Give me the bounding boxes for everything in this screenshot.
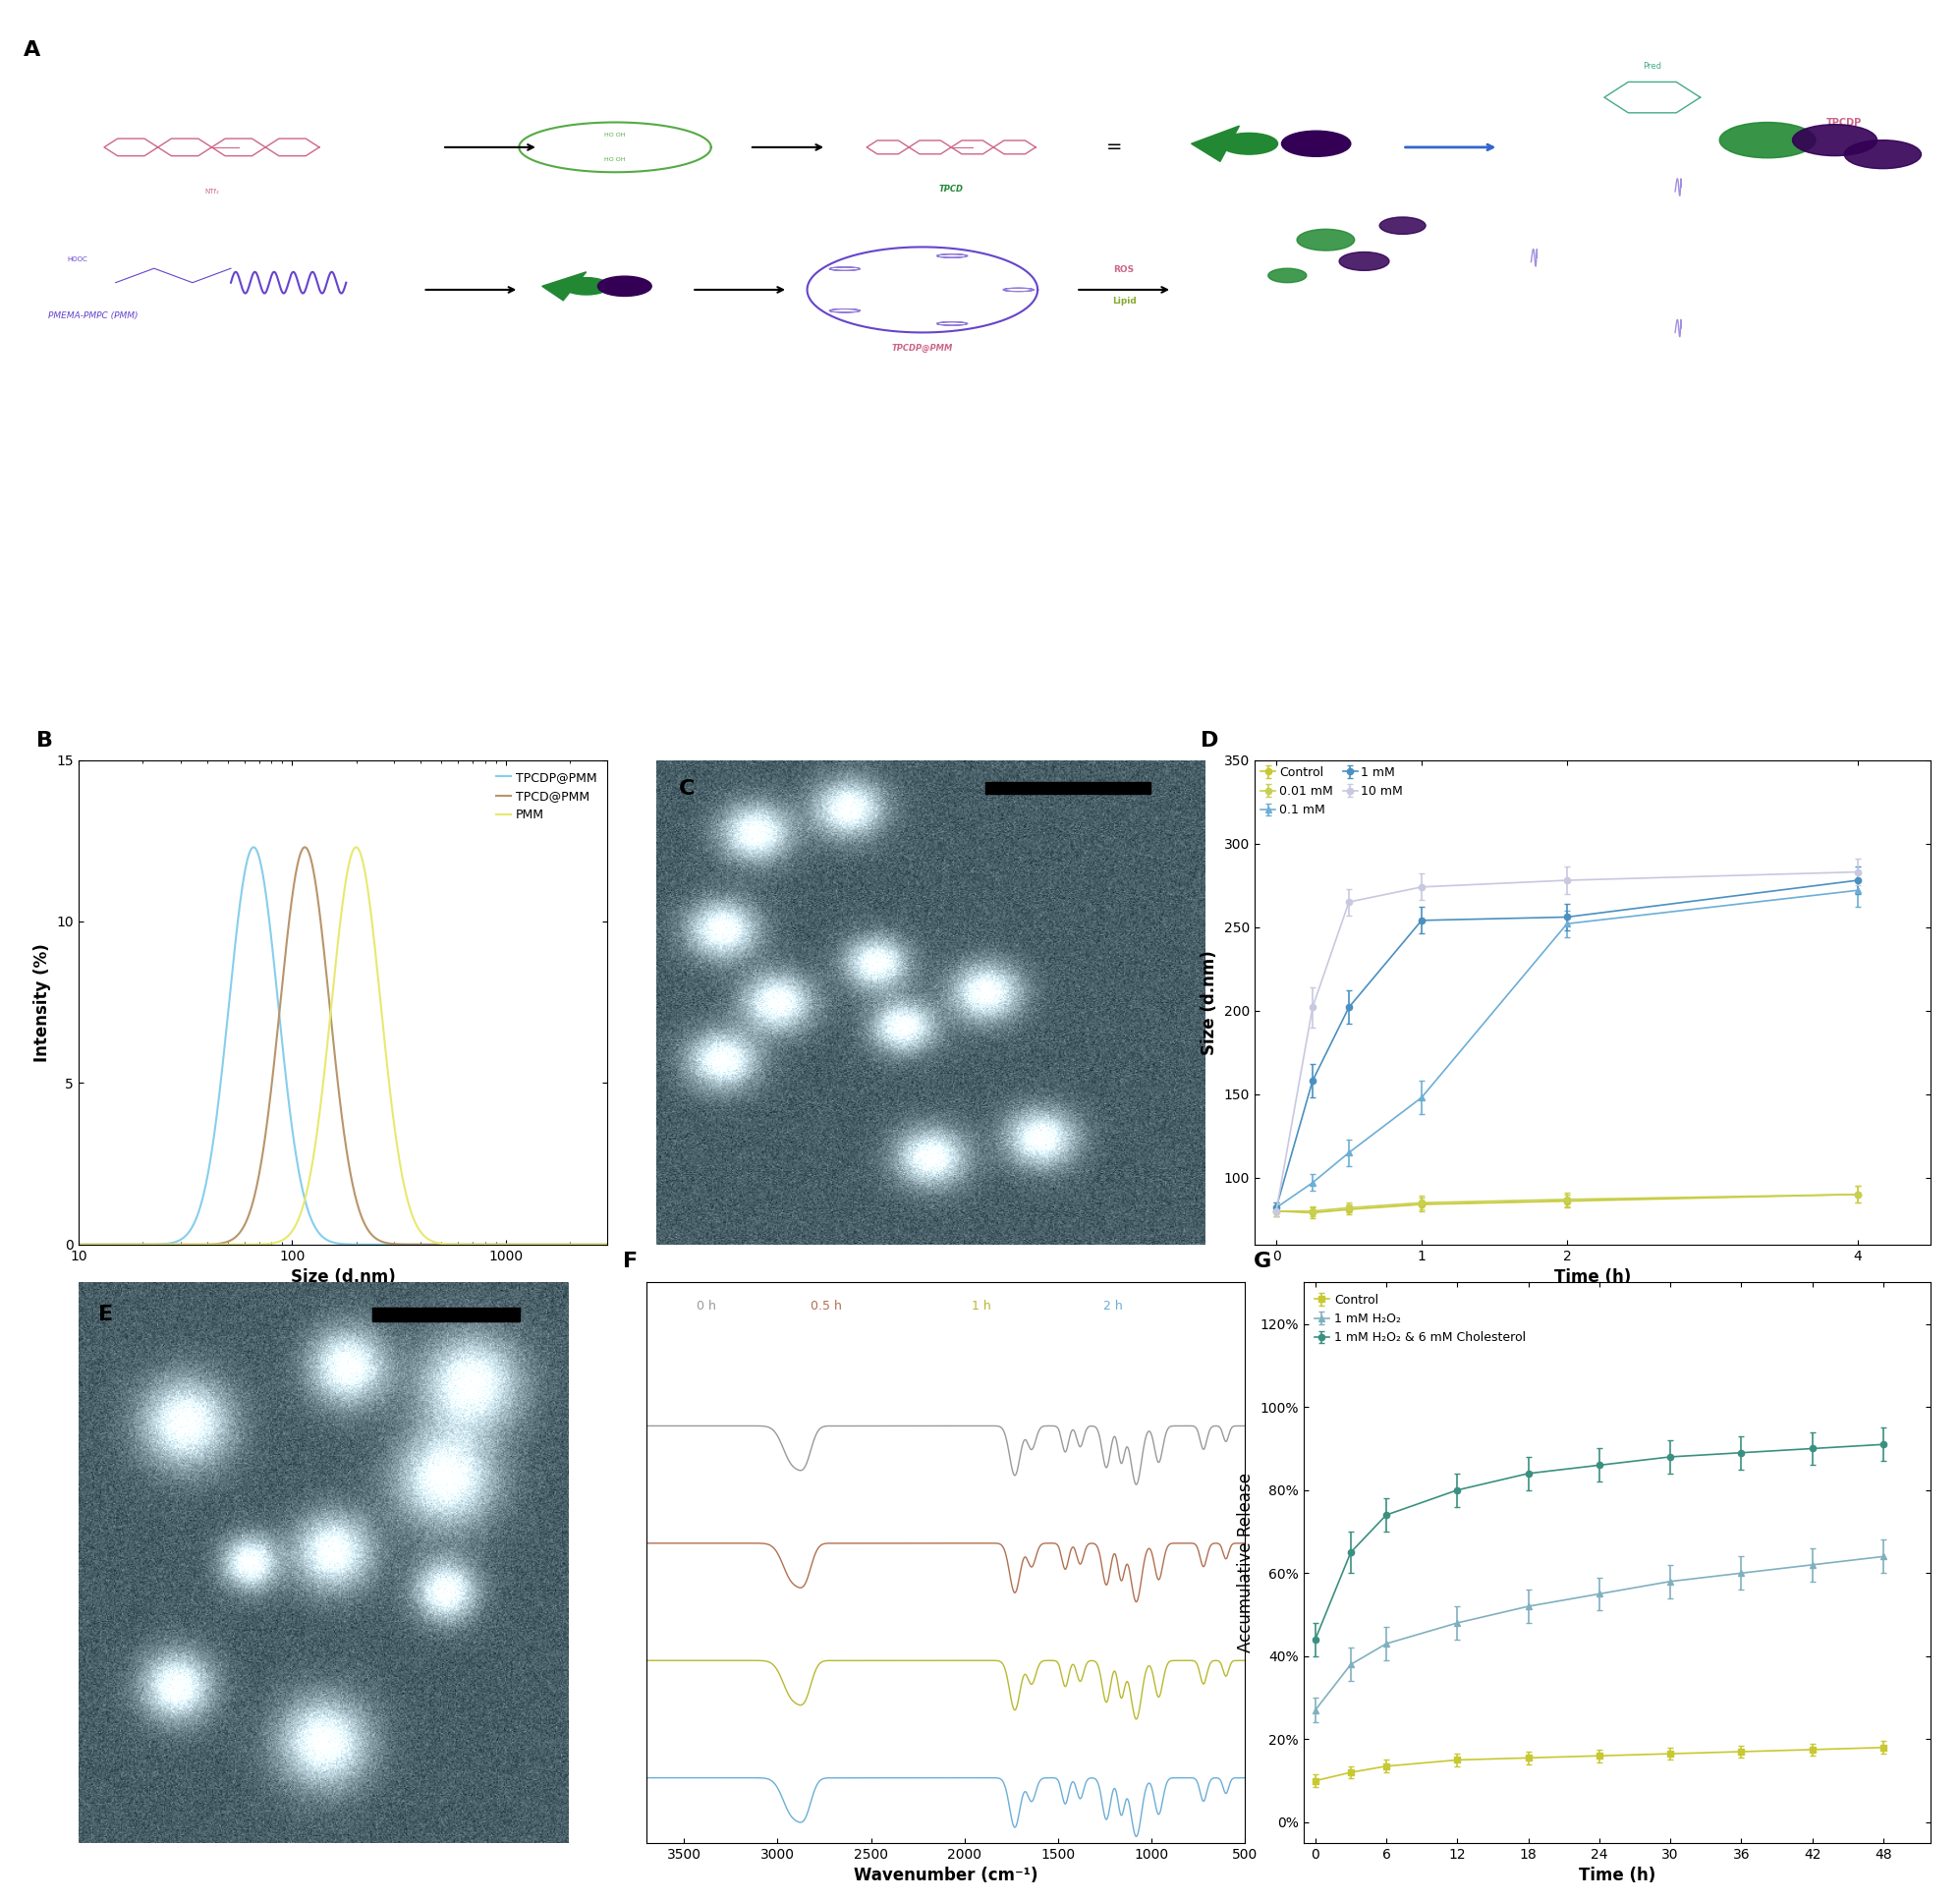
X-axis label: Wavenumber (cm⁻¹): Wavenumber (cm⁻¹) [855, 1868, 1037, 1885]
TPCDP@PMM [241, 836, 265, 859]
Text: HOOC: HOOC [67, 256, 88, 262]
PMM [282, 1216, 306, 1239]
Text: 2 h: 2 h [1103, 1300, 1123, 1313]
Line: PMM: PMM [78, 847, 612, 1244]
PMM [302, 1144, 325, 1167]
Text: 1 h: 1 h [972, 1300, 992, 1313]
PMM [122, 1233, 145, 1256]
TPCDP@PMM [494, 1233, 517, 1256]
Text: B: B [35, 732, 53, 750]
Polygon shape [1192, 125, 1239, 162]
TPCD@PMM [494, 1233, 517, 1256]
Bar [986, 781, 1151, 794]
PMM [494, 1233, 517, 1256]
TPCDP@PMM [433, 1233, 457, 1256]
TPCD@PMM [282, 870, 306, 893]
PMM [345, 836, 368, 859]
Text: Pred: Pred [1642, 63, 1662, 70]
TPCDP@PMM [600, 1233, 623, 1256]
Line: TPCD@PMM: TPCD@PMM [78, 847, 612, 1244]
TPCD@PMM [433, 1233, 457, 1256]
Bar [372, 1307, 519, 1322]
Text: F: F [623, 1252, 637, 1271]
Text: =: = [1105, 139, 1123, 156]
Circle shape [1380, 217, 1425, 234]
Y-axis label: Accumulative Release: Accumulative Release [1237, 1472, 1254, 1653]
Circle shape [1298, 230, 1354, 251]
TPCD@PMM [67, 1233, 90, 1256]
TPCDP@PMM [122, 1233, 145, 1256]
TPCDP@PMM [302, 1214, 325, 1237]
PMM [433, 1233, 457, 1256]
Circle shape [1268, 268, 1307, 283]
Text: TPCDP: TPCDP [1827, 118, 1862, 127]
PMM [484, 1233, 508, 1256]
Text: ROS: ROS [1113, 266, 1135, 274]
Text: G: G [1252, 1252, 1272, 1271]
Circle shape [1221, 133, 1278, 154]
Circle shape [1339, 253, 1390, 270]
Line: TPCDP@PMM: TPCDP@PMM [78, 847, 612, 1244]
Text: 0.5 h: 0.5 h [811, 1300, 841, 1313]
TPCD@PMM [302, 863, 325, 885]
Legend: Control, 0.01 mM, 0.1 mM, 1 mM, 10 mM: Control, 0.01 mM, 0.1 mM, 1 mM, 10 mM [1260, 766, 1403, 817]
Text: NTf₂: NTf₂ [204, 188, 220, 194]
X-axis label: Time (h): Time (h) [1578, 1868, 1656, 1885]
Text: A: A [24, 40, 41, 61]
PMM [67, 1233, 90, 1256]
TPCD@PMM [484, 1233, 508, 1256]
Y-axis label: Size (d.nm): Size (d.nm) [1201, 950, 1219, 1054]
TPCDP@PMM [67, 1233, 90, 1256]
Text: PMEMA-PMPC (PMM): PMEMA-PMPC (PMM) [49, 312, 139, 321]
Text: E: E [98, 1305, 114, 1324]
Circle shape [598, 276, 651, 296]
Text: Lipid: Lipid [1111, 296, 1137, 306]
Text: D: D [1200, 732, 1219, 750]
Legend: TPCDP@PMM, TPCD@PMM, PMM: TPCDP@PMM, TPCD@PMM, PMM [490, 766, 602, 826]
Y-axis label: Intensity (%): Intensity (%) [33, 942, 51, 1062]
TPCDP@PMM [484, 1233, 508, 1256]
Text: HO OH: HO OH [604, 158, 625, 163]
Legend: Control, 1 mM H₂O₂, 1 mM H₂O₂ & 6 mM Cholesterol: Control, 1 mM H₂O₂, 1 mM H₂O₂ & 6 mM Cho… [1309, 1288, 1531, 1349]
X-axis label: Size (d.nm): Size (d.nm) [290, 1269, 396, 1286]
Circle shape [1719, 122, 1815, 158]
TPCD@PMM [600, 1233, 623, 1256]
Polygon shape [543, 272, 586, 300]
Text: TPCDP@PMM: TPCDP@PMM [892, 344, 953, 351]
Circle shape [1282, 131, 1350, 156]
Text: 0 h: 0 h [698, 1300, 715, 1313]
TPCDP@PMM [282, 1136, 306, 1159]
TPCD@PMM [122, 1233, 145, 1256]
TPCD@PMM [294, 836, 318, 859]
Text: HO OH: HO OH [604, 133, 625, 137]
Circle shape [1793, 124, 1878, 156]
Circle shape [563, 277, 610, 294]
Text: C: C [678, 779, 694, 800]
Text: TPCD: TPCD [939, 184, 964, 194]
PMM [600, 1233, 623, 1256]
Circle shape [1844, 141, 1921, 169]
X-axis label: Time (h): Time (h) [1554, 1269, 1631, 1286]
